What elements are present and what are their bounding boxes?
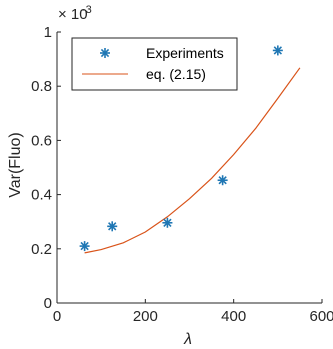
y-axis-exponent-power: -3	[82, 4, 92, 16]
legend-box	[71, 37, 238, 91]
y-tick-label: 1	[44, 24, 52, 41]
x-tick-label: 0	[53, 308, 61, 325]
x-tick-label: 600	[309, 308, 333, 325]
y-tick-label: 0.2	[31, 241, 52, 258]
y-axis-label: Var(Fluo)	[7, 132, 24, 198]
fit-curve	[84, 67, 301, 254]
y-tick-label: 0.4	[31, 187, 52, 204]
x-tick-label: 200	[133, 308, 158, 325]
experiment-point	[272, 45, 283, 56]
fit-curve-layer	[84, 67, 301, 254]
axes	[56, 32, 322, 304]
x-axis-label: λ	[183, 331, 192, 348]
experiment-point	[162, 217, 173, 228]
legend-asterisk	[100, 48, 110, 58]
legend-label-fit: eq. (2.15)	[146, 66, 206, 82]
y-axis-exponent-base: × 10	[58, 6, 88, 23]
y-tick-label: 0	[44, 295, 52, 312]
legend-marker-experiments	[100, 48, 110, 58]
y-tick-label: 0.8	[31, 78, 52, 95]
experiment-markers-layer	[79, 45, 283, 252]
x-tick-label: 400	[221, 308, 246, 325]
experiment-point	[217, 175, 228, 186]
experiment-point	[79, 241, 90, 252]
ticks: 0 200 400 600 0 0.2 0.4 0.6 0.8 1	[31, 24, 333, 325]
experiment-point	[107, 221, 118, 232]
y-tick-label: 0.6	[31, 132, 52, 149]
legend: Experiments eq. (2.15)	[71, 37, 238, 91]
legend-label-experiments: Experiments	[146, 45, 224, 61]
